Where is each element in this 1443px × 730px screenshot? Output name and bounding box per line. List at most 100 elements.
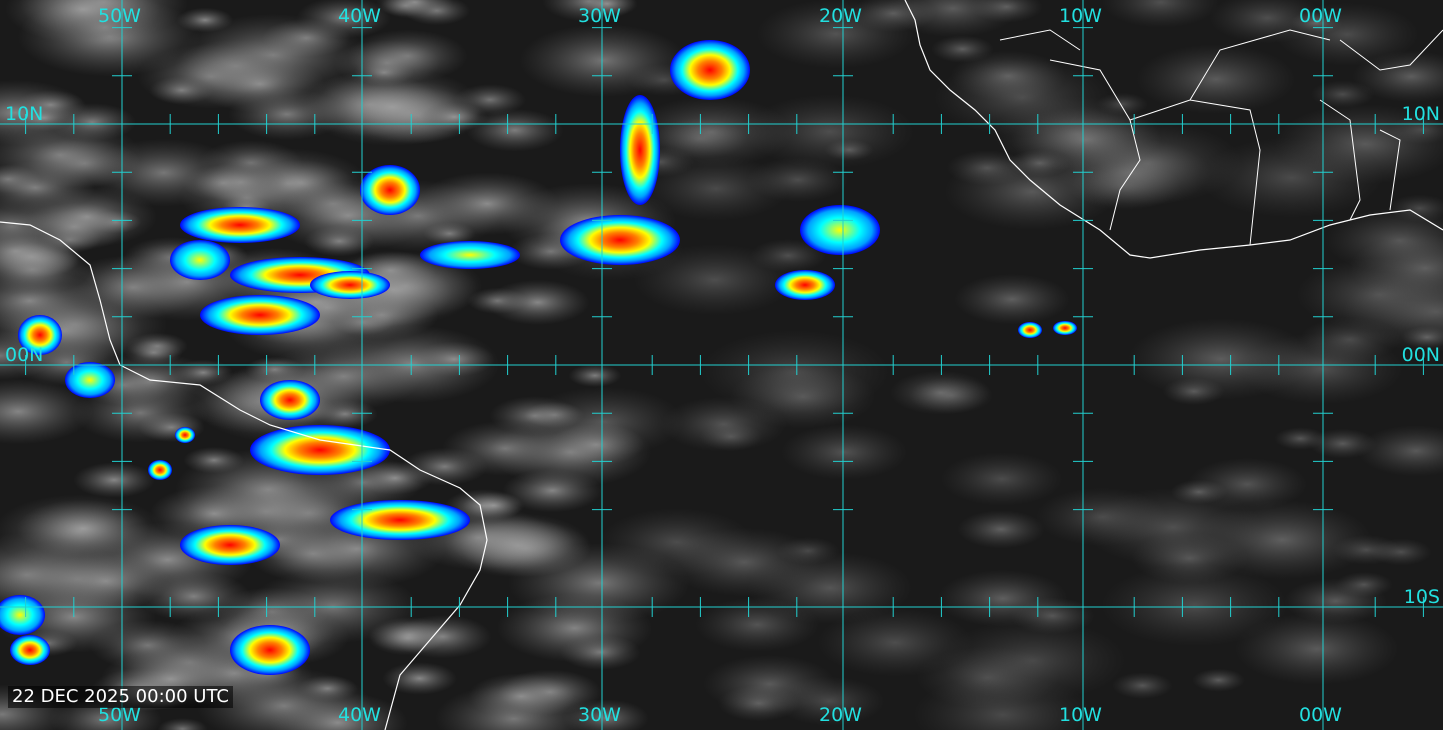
- cloud-patch: [1332, 534, 1401, 565]
- cloud-patch: [0, 378, 94, 445]
- cloud-patch: [1234, 612, 1399, 685]
- cloud-patch: [1401, 326, 1443, 349]
- longitude-label-top: 30W: [578, 5, 621, 27]
- latitude-label-right: 00N: [1401, 344, 1440, 366]
- cloud-patch: [16, 186, 158, 248]
- convection-cell: [230, 625, 310, 675]
- cloud-patch: [1299, 317, 1401, 362]
- cloud-patch: [486, 279, 590, 325]
- convection-cell: [310, 271, 390, 299]
- cloud-patch: [562, 699, 649, 730]
- cloud-patch: [695, 597, 820, 652]
- convection-cell: [420, 241, 520, 269]
- cloud-patch: [1192, 668, 1245, 692]
- cloud-patch: [194, 55, 326, 113]
- cloud-patch: [415, 172, 560, 236]
- latitude-label-left: 10N: [5, 103, 44, 125]
- longitude-label-top: 10W: [1059, 5, 1102, 27]
- cloud-patch: [1325, 207, 1443, 274]
- cloud-patch: [1111, 672, 1173, 699]
- convection-cell: [180, 525, 280, 565]
- cloud-patch: [1102, 0, 1220, 28]
- cloud-patch: [296, 675, 358, 702]
- cloud-patch: [368, 620, 448, 656]
- cloud-patch: [382, 662, 457, 695]
- cloud-patch: [970, 0, 1043, 23]
- cloud-patch: [1011, 106, 1162, 173]
- cloud-patch: [72, 383, 209, 443]
- cloud-patch: [889, 370, 991, 415]
- cloud-patch: [376, 0, 454, 20]
- cloud-patch: [356, 461, 433, 495]
- cloud-patch: [0, 580, 157, 653]
- cloud-patch: [1128, 318, 1314, 400]
- cloud-patch: [1187, 457, 1308, 511]
- cloud-patch: [950, 50, 1066, 102]
- convection-cell: [670, 40, 750, 100]
- cloud-patch: [599, 508, 755, 577]
- cloud-patch: [1357, 425, 1443, 477]
- cloud-patch: [699, 330, 891, 414]
- cloud-patch: [413, 341, 495, 377]
- cloud-patch: [630, 96, 793, 168]
- cloud-patch: [1335, 571, 1393, 598]
- cloud-patch: [0, 119, 142, 191]
- cloud-patch: [817, 608, 973, 677]
- cloud-patch: [940, 452, 1064, 506]
- convection-cell: [0, 595, 45, 635]
- longitude-label-bottom: 20W: [819, 704, 862, 726]
- convection-cell: [560, 215, 680, 265]
- longitude-label-top: 50W: [98, 5, 141, 27]
- convection-cell: [180, 207, 300, 243]
- convection-cell: [775, 270, 835, 300]
- country-borders: [999, 29, 1443, 246]
- convection-cell: [360, 165, 420, 215]
- cloud-patch: [502, 468, 602, 513]
- convection-cell: [18, 315, 62, 355]
- cloud-patch: [124, 339, 183, 366]
- latitude-label-right: 10S: [1403, 586, 1440, 608]
- longitude-label-bottom: 00W: [1299, 704, 1342, 726]
- timestamp-label: 22 DEC 2025 00:00 UTC: [8, 686, 233, 708]
- convection-cell: [800, 205, 880, 255]
- cloud-patch: [1131, 532, 1248, 584]
- cloud-patch: [576, 0, 638, 18]
- cloud-patch: [703, 655, 837, 714]
- longitude-label-top: 40W: [338, 5, 381, 27]
- cloud-patch: [1035, 487, 1169, 546]
- convection-cell: [1053, 321, 1077, 335]
- cloud-patch: [467, 673, 575, 720]
- cloud-patch: [1010, 597, 1095, 635]
- cloud-patch: [1290, 11, 1343, 35]
- cloud-patch: [957, 510, 1045, 549]
- cloud-patch: [420, 102, 488, 132]
- cloud-patch: [1352, 50, 1443, 103]
- cloud-patch: [268, 692, 408, 730]
- cloud-patch: [633, 244, 796, 316]
- south-america-coast: [0, 221, 488, 730]
- longitude-label-top: 00W: [1299, 5, 1342, 27]
- longitude-label-bottom: 10W: [1059, 704, 1102, 726]
- convection-cell: [620, 95, 660, 205]
- cloud-patch: [699, 422, 763, 451]
- cloud-patch: [176, 7, 234, 33]
- longitude-label-top: 20W: [819, 5, 862, 27]
- convection-cell: [170, 240, 230, 280]
- cloud-patch: [781, 424, 908, 480]
- cloud-patch: [744, 94, 915, 169]
- convection-cell: [1018, 322, 1042, 338]
- convection-cell: [250, 425, 390, 475]
- cloud-patch: [559, 634, 641, 670]
- cloud-patch: [1100, 564, 1289, 647]
- longitude-label-bottom: 40W: [338, 704, 381, 726]
- cloud-patch: [568, 363, 622, 388]
- convection-cell: [10, 635, 50, 665]
- cloud-patch: [73, 462, 155, 498]
- convection-cell: [65, 362, 115, 398]
- convection-cell: [148, 460, 172, 480]
- convection-cell: [175, 427, 195, 443]
- convection-cell: [330, 500, 470, 540]
